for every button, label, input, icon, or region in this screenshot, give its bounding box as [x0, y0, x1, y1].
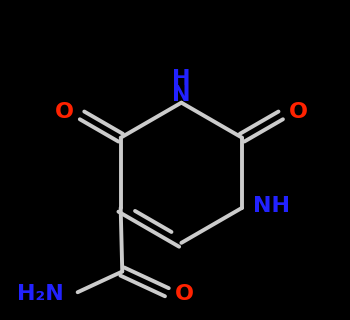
- Text: NH: NH: [253, 196, 290, 216]
- Text: N: N: [172, 85, 191, 105]
- Text: O: O: [55, 102, 74, 122]
- Text: O: O: [289, 102, 308, 122]
- Text: H: H: [172, 69, 191, 89]
- Text: H₂N: H₂N: [16, 284, 63, 304]
- Text: O: O: [175, 284, 194, 304]
